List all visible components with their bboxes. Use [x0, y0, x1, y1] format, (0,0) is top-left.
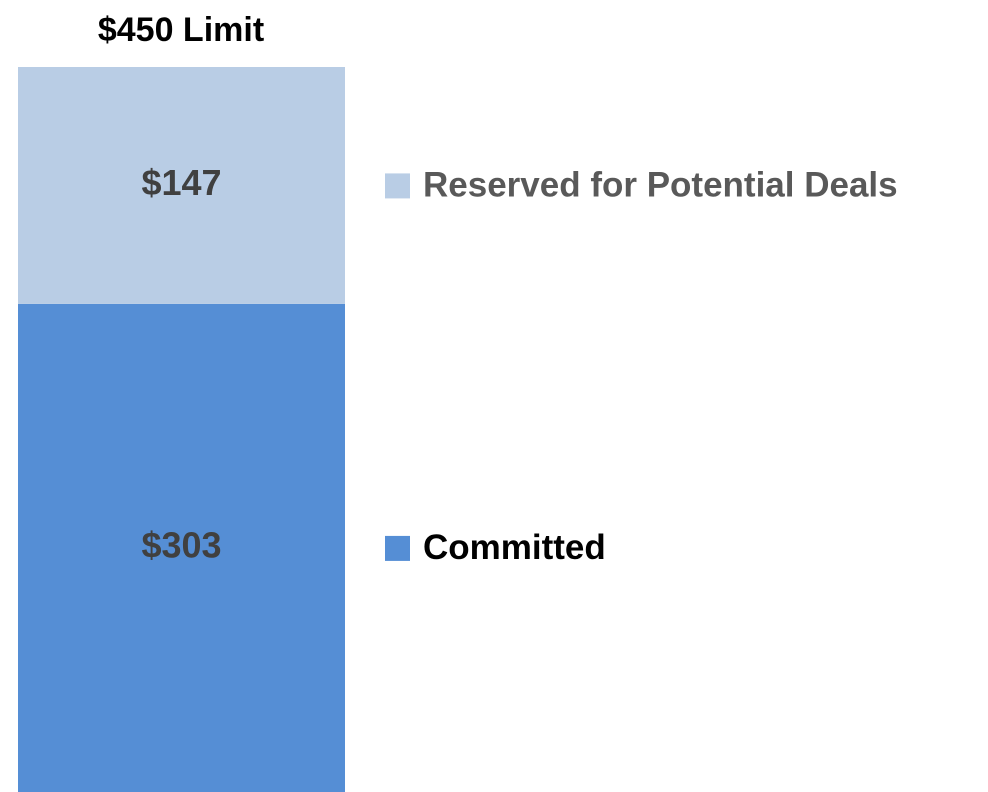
bar-segment [18, 303, 345, 792]
chart-title: $450 Limit [98, 11, 264, 49]
data-label: $147 [141, 162, 221, 203]
data-label: $303 [141, 524, 221, 565]
legend-label: Reserved for Potential Deals [423, 166, 898, 205]
bar-segment [18, 67, 345, 304]
legend-label: Committed [423, 528, 606, 567]
legend-swatch [385, 535, 410, 561]
legend-swatch [385, 173, 410, 199]
